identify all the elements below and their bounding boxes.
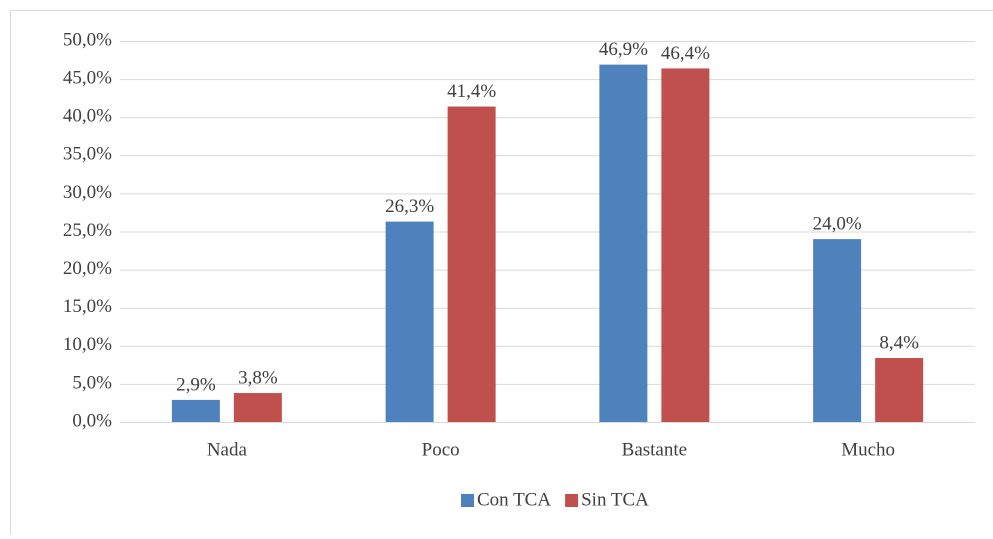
y-tick-label: 30,0% (63, 182, 112, 203)
x-tick-label: Mucho (841, 439, 895, 460)
data-label: 8,4% (879, 332, 919, 353)
data-label: 3,8% (238, 367, 278, 388)
bar (448, 107, 496, 422)
bar (234, 393, 282, 422)
x-tick-label: Bastante (622, 439, 687, 460)
bar (875, 358, 923, 422)
data-label: 2,9% (176, 374, 216, 395)
y-tick-label: 10,0% (63, 334, 112, 355)
data-label: 26,3% (385, 196, 434, 217)
data-label: 24,0% (813, 213, 862, 234)
legend-label: Con TCA (477, 489, 551, 510)
y-tick-label: 40,0% (63, 106, 112, 127)
y-tick-label: 25,0% (63, 220, 112, 241)
bar (386, 222, 434, 422)
data-label: 46,4% (661, 43, 710, 64)
data-label: 46,9% (599, 39, 648, 60)
legend-swatch (461, 494, 474, 507)
y-tick-label: 0,0% (72, 410, 112, 431)
bar (172, 400, 220, 422)
x-tick-label: Poco (422, 439, 460, 460)
y-tick-label: 50,0% (63, 29, 112, 50)
y-tick-label: 15,0% (63, 296, 112, 317)
x-tick-label: Nada (207, 439, 248, 460)
bar (813, 239, 861, 422)
y-tick-label: 5,0% (72, 372, 112, 393)
bar (599, 65, 647, 422)
bar (661, 68, 709, 422)
y-tick-label: 45,0% (63, 67, 112, 88)
legend-label: Sin TCA (581, 489, 649, 510)
y-tick-label: 35,0% (63, 144, 112, 165)
y-tick-label: 20,0% (63, 258, 112, 279)
legend-swatch (565, 494, 578, 507)
data-label: 41,4% (447, 81, 496, 102)
